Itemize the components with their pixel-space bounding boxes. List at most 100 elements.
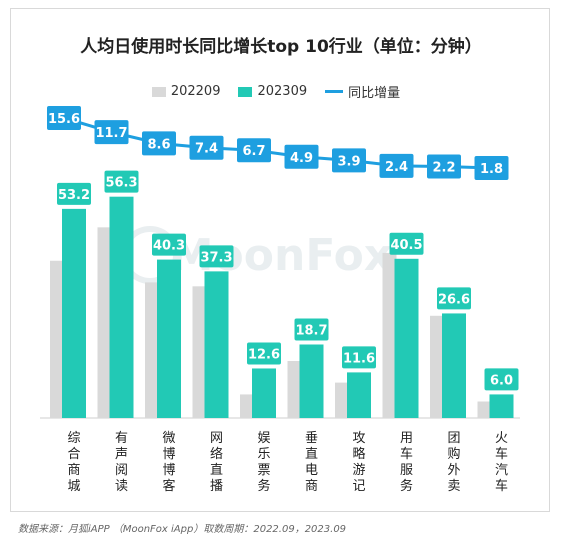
yoy-data-label: 15.6 bbox=[48, 112, 80, 127]
bar-label-box bbox=[152, 233, 186, 256]
yoy-data-label: 7.4 bbox=[195, 142, 218, 157]
yoy-data-label: 1.8 bbox=[480, 162, 503, 177]
bar-202209 bbox=[430, 315, 444, 418]
x-tick-label: 务 bbox=[400, 478, 413, 494]
bar-data-label: 6.0 bbox=[490, 373, 513, 388]
bar-data-label: 26.6 bbox=[438, 292, 470, 307]
x-tick-label: 阅 bbox=[115, 463, 128, 478]
yoy-data-label: 3.9 bbox=[337, 154, 360, 169]
yoy-line bbox=[63, 116, 492, 170]
bar-data-label: 18.7 bbox=[295, 323, 327, 338]
bar-202209 bbox=[382, 252, 397, 418]
bar-data-label: 40.5 bbox=[390, 238, 422, 253]
bar-data-label: 11.6 bbox=[343, 351, 375, 366]
bar-202209 bbox=[335, 382, 349, 418]
x-tick-label: 车 bbox=[495, 478, 508, 494]
chart-title: 人均日使用时长同比增长top 10行业（单位：分钟） bbox=[80, 37, 482, 57]
bar-data-label: 40.3 bbox=[153, 239, 185, 254]
yoy-label-box bbox=[474, 156, 509, 180]
yoy-label-box bbox=[94, 120, 129, 145]
legend-item-202209: 202209 bbox=[151, 84, 221, 99]
x-tick-label: 城 bbox=[67, 479, 80, 494]
bar-202209 bbox=[477, 401, 492, 418]
x-tick-label: 商 bbox=[67, 463, 80, 478]
bar-202209 bbox=[240, 394, 254, 418]
x-tick-label: 卖 bbox=[447, 479, 460, 494]
yoy-data-label: 2.2 bbox=[432, 161, 455, 176]
yoy-data-label: 11.7 bbox=[95, 126, 127, 141]
x-tick-label: 声 bbox=[115, 447, 128, 462]
bar-202309 bbox=[204, 271, 229, 418]
x-tick-label: 外 bbox=[447, 463, 460, 478]
bar-data-label: 56.3 bbox=[105, 176, 137, 191]
x-tick-label: 电 bbox=[305, 463, 318, 478]
x-tick-label: 购 bbox=[447, 446, 460, 462]
yoy-data-label: 6.7 bbox=[242, 144, 265, 159]
x-tick-label: 综 bbox=[67, 431, 80, 446]
bar-label-box bbox=[247, 342, 281, 365]
legend-label-202209: 202209 bbox=[170, 84, 221, 99]
yoy-data-label: 2.4 bbox=[385, 160, 408, 175]
bar-202209 bbox=[97, 227, 112, 418]
chart-legend: 202209 202309 同比增量 bbox=[0, 82, 562, 101]
bar-202309 bbox=[252, 368, 276, 418]
x-tick-label: 团 bbox=[447, 431, 460, 446]
x-tick-label: 合 bbox=[67, 447, 80, 462]
legend-item-202309: 202309 bbox=[238, 84, 307, 99]
bar-202209 bbox=[50, 260, 64, 418]
x-tick-label: 游 bbox=[352, 463, 365, 478]
x-tick-label: 车 bbox=[495, 446, 508, 462]
legend-swatch-202209 bbox=[151, 86, 166, 97]
yoy-label-box bbox=[142, 131, 176, 156]
bar-202309 bbox=[394, 258, 419, 418]
yoy-data-label: 8.6 bbox=[147, 137, 170, 152]
x-tick-label: 垂 bbox=[305, 431, 318, 446]
yoy-label-box bbox=[332, 148, 366, 173]
bar-202209 bbox=[145, 282, 159, 418]
x-tick-label: 火 bbox=[495, 431, 508, 446]
bar-data-label: 12.6 bbox=[248, 347, 280, 362]
x-tick-label: 攻 bbox=[352, 431, 365, 446]
x-tick-label: 网 bbox=[210, 431, 223, 446]
yoy-label-box bbox=[47, 106, 81, 130]
x-tick-label: 务 bbox=[257, 478, 270, 494]
x-tick-label: 用 bbox=[400, 431, 413, 446]
bar-label-box bbox=[104, 170, 139, 193]
x-tick-label: 直 bbox=[305, 447, 318, 462]
x-tick-label: 乐 bbox=[257, 447, 270, 462]
legend-label-202309: 202309 bbox=[257, 84, 308, 99]
x-tick-label: 直 bbox=[210, 463, 223, 478]
bar-202309 bbox=[347, 372, 371, 418]
bar-202309 bbox=[157, 259, 181, 418]
legend-swatch-202309 bbox=[238, 86, 253, 97]
x-tick-label: 播 bbox=[210, 479, 223, 494]
bar-202209 bbox=[192, 286, 207, 418]
bar-label-box bbox=[199, 245, 234, 268]
yoy-label-box bbox=[427, 154, 461, 179]
bar-202309 bbox=[299, 344, 324, 418]
bar-202209 bbox=[287, 361, 302, 418]
x-tick-label: 博 bbox=[162, 447, 175, 462]
x-tick-label: 车 bbox=[400, 446, 413, 462]
bar-label-box bbox=[437, 287, 471, 310]
x-tick-label: 微 bbox=[162, 431, 175, 446]
bar-202309 bbox=[489, 394, 514, 418]
bar-label-box bbox=[294, 318, 329, 341]
bar-202309 bbox=[442, 313, 466, 418]
x-tick-label: 略 bbox=[352, 446, 365, 462]
bar-data-label: 37.3 bbox=[200, 250, 232, 265]
x-tick-label: 服 bbox=[400, 463, 413, 478]
x-tick-label: 票 bbox=[257, 463, 270, 478]
x-tick-label: 商 bbox=[305, 479, 318, 494]
yoy-label-box bbox=[189, 135, 224, 160]
x-tick-label: 博 bbox=[162, 463, 175, 478]
x-tick-label: 娱 bbox=[257, 431, 270, 446]
bar-label-box bbox=[484, 368, 519, 391]
bar-data-label: 53.2 bbox=[58, 188, 90, 203]
x-tick-label: 络 bbox=[210, 446, 223, 462]
x-tick-label: 读 bbox=[115, 479, 128, 494]
bar-label-box bbox=[342, 346, 376, 369]
x-tick-label: 有 bbox=[115, 431, 128, 446]
yoy-label-box bbox=[284, 144, 319, 169]
